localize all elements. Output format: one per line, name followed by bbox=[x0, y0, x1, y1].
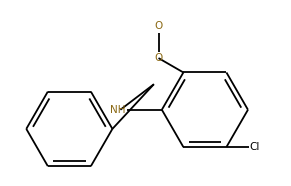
Text: O: O bbox=[155, 53, 163, 63]
Text: Cl: Cl bbox=[250, 142, 260, 152]
Text: NH: NH bbox=[110, 105, 125, 115]
Text: O: O bbox=[155, 21, 163, 31]
